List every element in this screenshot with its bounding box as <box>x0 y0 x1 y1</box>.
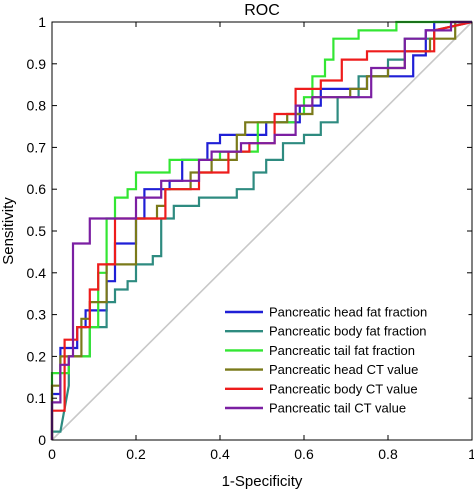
x-axis-ticks: 0 0.2 0.4 0.6 0.8 1 <box>48 22 474 462</box>
x-tick-label: 0.4 <box>210 446 230 462</box>
series-line-2 <box>50 20 473 440</box>
legend-label: Pancreatic body fat fraction <box>269 324 427 339</box>
legend-label: Pancreatic head fat fraction <box>269 305 427 320</box>
x-axis-label: 1-Specificity <box>222 473 303 490</box>
y-tick-label: 0.9 <box>27 56 47 72</box>
y-tick-label: 0.8 <box>27 98 47 114</box>
y-tick-label: 0.3 <box>27 307 47 323</box>
chart-title: ROC <box>244 2 280 19</box>
legend-label: Pancreatic tail CT value <box>269 401 406 416</box>
legend-label: Pancreatic tail fat fraction <box>269 343 415 358</box>
legend-label: Pancreatic body CT value <box>269 381 418 396</box>
diagonal-reference-line <box>51 21 473 441</box>
y-tick-label: 0.6 <box>27 181 47 197</box>
y-tick-label: 1 <box>38 14 46 30</box>
series-line-5 <box>50 20 473 440</box>
y-tick-label: 0.2 <box>27 348 47 364</box>
y-axis-label: Sensitivity <box>0 197 17 265</box>
series-line-6 <box>50 20 472 440</box>
y-tick-label: 0.1 <box>27 390 47 406</box>
y-tick-label: 0.7 <box>27 139 47 155</box>
x-tick-label: 1 <box>468 446 474 462</box>
legend: Pancreatic head fat fraction Pancreatic b… <box>218 300 469 425</box>
legend-label: Pancreatic head CT value <box>269 362 418 377</box>
y-tick-label: 0.5 <box>27 223 47 239</box>
y-axis-ticks: 0 0.1 0.2 0.3 0.4 0.5 0.6 0.7 0.8 0.9 1 <box>27 14 472 448</box>
x-tick-label: 0 <box>48 446 56 462</box>
y-tick-label: 0.4 <box>27 265 47 281</box>
x-tick-label: 0.8 <box>378 446 398 462</box>
x-tick-label: 0.2 <box>126 446 146 462</box>
y-tick-label: 0 <box>38 432 46 448</box>
x-tick-label: 0.6 <box>294 446 314 462</box>
legend-box <box>218 300 469 425</box>
